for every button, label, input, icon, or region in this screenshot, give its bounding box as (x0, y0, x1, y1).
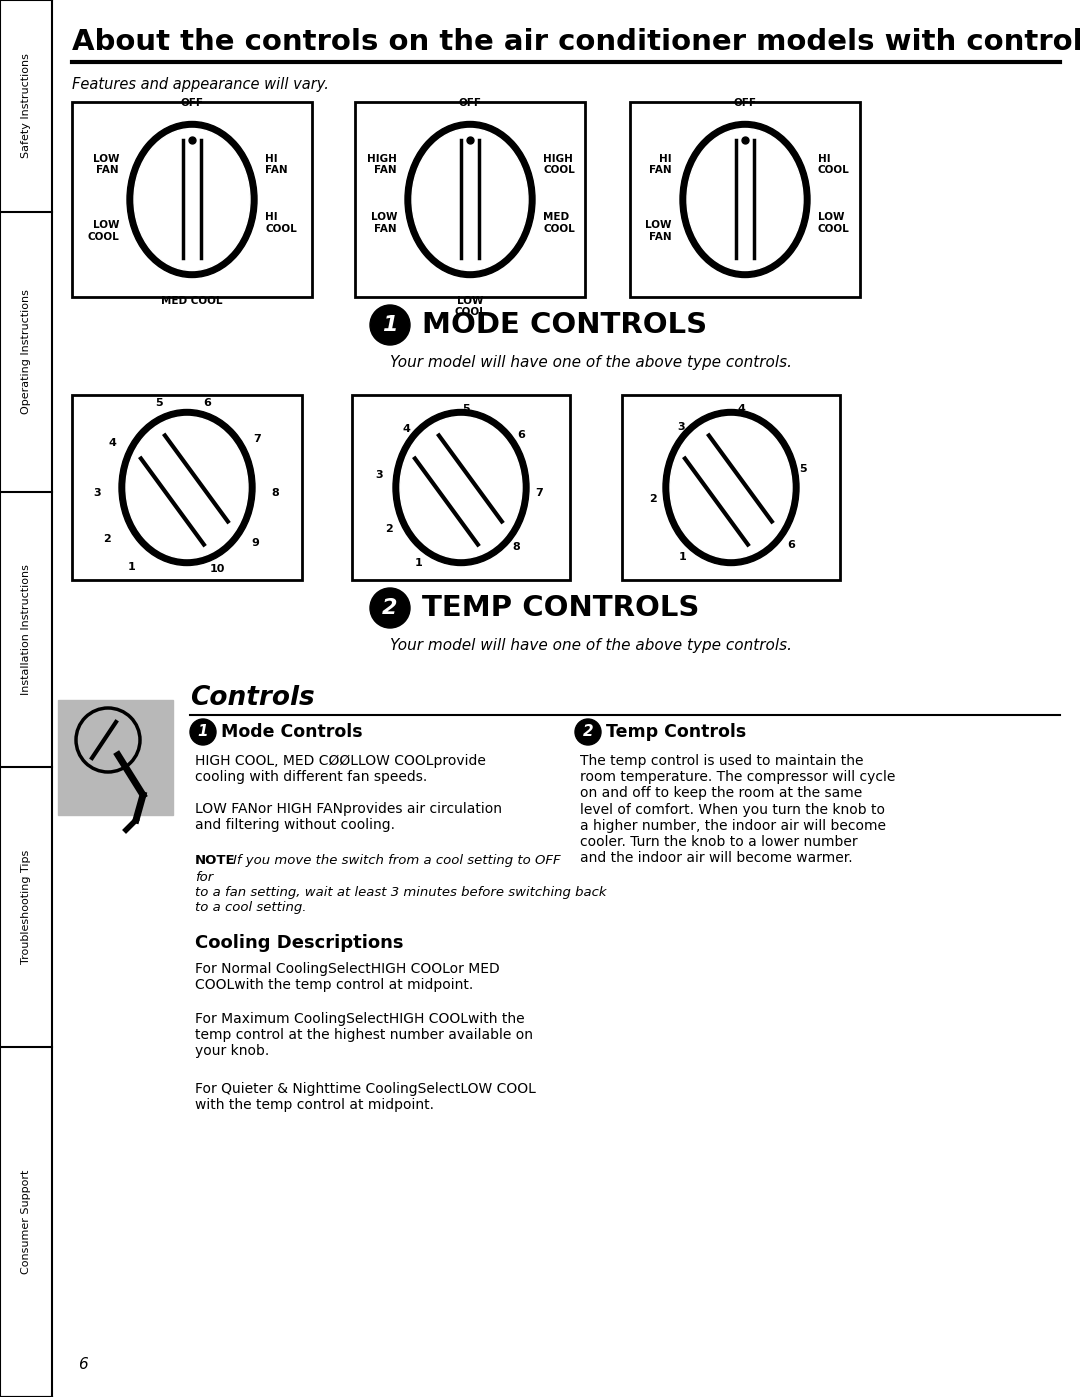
Text: About the controls on the air conditioner models with control knobs.: About the controls on the air conditione… (72, 28, 1080, 56)
Bar (355, 102, 585, 298)
Ellipse shape (393, 409, 529, 566)
Text: Installation Instructions: Installation Instructions (21, 564, 31, 694)
Text: for
to a fan setting, wait at least 3 minutes before switching back
to a cool se: for to a fan setting, wait at least 3 mi… (195, 870, 607, 914)
Ellipse shape (663, 409, 799, 566)
Text: For Quieter & Nighttime CoolingSelectLOW COOL
with the temp control at midpoint.: For Quieter & Nighttime CoolingSelectLOW… (195, 1083, 536, 1112)
Text: HIGH COOL, MED CØØLLOW COOLprovide
cooling with different fan speeds.: HIGH COOL, MED CØØLLOW COOLprovide cooli… (195, 754, 486, 784)
Text: Mode Controls: Mode Controls (221, 724, 363, 740)
Text: 6: 6 (517, 430, 525, 440)
Circle shape (575, 719, 600, 745)
Text: For Maximum CoolingSelectHIGH COOLwith the
temp control at the highest number av: For Maximum CoolingSelectHIGH COOLwith t… (195, 1011, 534, 1059)
Text: Your model will have one of the above type controls.: Your model will have one of the above ty… (390, 355, 792, 370)
Ellipse shape (127, 122, 257, 278)
Text: For Normal CoolingSelectHIGH COOLor MED
COOLwith the temp control at midpoint.: For Normal CoolingSelectHIGH COOLor MED … (195, 963, 500, 992)
Text: 10: 10 (210, 564, 225, 574)
Text: 1: 1 (415, 557, 423, 567)
Text: HIGH
FAN: HIGH FAN (367, 154, 397, 175)
Text: HIGH
COOL: HIGH COOL (543, 154, 575, 175)
Text: HI
COOL: HI COOL (818, 154, 850, 175)
Text: 9: 9 (251, 538, 259, 548)
Circle shape (190, 719, 216, 745)
Text: HI
COOL: HI COOL (265, 212, 297, 233)
Text: 5: 5 (799, 464, 807, 475)
Ellipse shape (670, 416, 792, 559)
Text: 4: 4 (402, 425, 410, 434)
Text: 3: 3 (93, 488, 100, 497)
Text: HI
FAN: HI FAN (649, 154, 672, 175)
Bar (58, 700, 173, 814)
Ellipse shape (687, 129, 804, 271)
Text: 5: 5 (156, 398, 163, 408)
Text: MED COOL: MED COOL (161, 296, 222, 306)
Text: 2: 2 (583, 725, 593, 739)
Text: LOW
COOL: LOW COOL (818, 212, 850, 233)
Ellipse shape (400, 416, 522, 559)
Bar (72, 395, 302, 580)
Text: 1: 1 (129, 563, 136, 573)
Text: OFF: OFF (459, 98, 482, 108)
Text: LOW FANor HIGH FANprovides air circulation
and filtering without cooling.: LOW FANor HIGH FANprovides air circulati… (195, 802, 502, 833)
Text: LOW
COOL: LOW COOL (454, 296, 486, 317)
Text: Temp Controls: Temp Controls (606, 724, 746, 740)
Bar (630, 102, 860, 298)
Text: 6: 6 (787, 541, 795, 550)
Ellipse shape (405, 122, 535, 278)
Text: 6: 6 (78, 1356, 87, 1372)
Text: Controls: Controls (190, 685, 314, 711)
Text: Cooling Descriptions: Cooling Descriptions (195, 935, 404, 951)
Circle shape (370, 588, 410, 629)
Text: Operating Instructions: Operating Instructions (21, 289, 31, 415)
Text: 2: 2 (103, 535, 111, 545)
Ellipse shape (411, 129, 528, 271)
Text: Your model will have one of the above type controls.: Your model will have one of the above ty… (390, 638, 792, 652)
Text: 2: 2 (649, 495, 657, 504)
Text: 1: 1 (382, 314, 397, 335)
Text: 2: 2 (386, 524, 393, 535)
Bar (352, 395, 570, 580)
Text: 7: 7 (253, 434, 261, 444)
Bar (72, 102, 312, 298)
Text: 8: 8 (271, 488, 279, 497)
Text: LOW
COOL: LOW COOL (87, 219, 119, 242)
Text: 5: 5 (462, 405, 470, 415)
Text: LOW
FAN: LOW FAN (646, 219, 672, 242)
Bar (622, 395, 840, 580)
Text: MODE CONTROLS: MODE CONTROLS (422, 312, 707, 339)
Ellipse shape (119, 409, 255, 566)
Text: LOW
FAN: LOW FAN (370, 212, 397, 233)
Text: TEMP CONTROLS: TEMP CONTROLS (422, 594, 700, 622)
Text: 6: 6 (203, 398, 211, 408)
Text: If you move the switch from a cool setting to OFF: If you move the switch from a cool setti… (233, 854, 561, 868)
Ellipse shape (126, 416, 248, 559)
Text: MED
COOL: MED COOL (543, 212, 575, 233)
Text: 8: 8 (512, 542, 519, 552)
Text: The temp control is used to maintain the
room temperature. The compressor will c: The temp control is used to maintain the… (580, 754, 895, 865)
Text: Consumer Support: Consumer Support (21, 1169, 31, 1274)
Bar (0, 0, 52, 1397)
Text: 4: 4 (737, 405, 745, 415)
Text: 1: 1 (679, 552, 687, 563)
Text: NOTE: NOTE (195, 854, 235, 868)
Text: Troubleshooting Tips: Troubleshooting Tips (21, 849, 31, 964)
Text: 4: 4 (108, 437, 116, 447)
Text: 3: 3 (375, 471, 382, 481)
Ellipse shape (680, 122, 810, 278)
Text: OFF: OFF (733, 98, 756, 108)
Text: 7: 7 (535, 488, 543, 497)
Text: LOW
FAN: LOW FAN (93, 154, 119, 175)
Text: 2: 2 (382, 598, 397, 617)
Circle shape (370, 305, 410, 345)
Text: HI
FAN: HI FAN (265, 154, 287, 175)
Text: OFF: OFF (180, 98, 203, 108)
Text: 1: 1 (198, 725, 208, 739)
Text: Safety Instructions: Safety Instructions (21, 53, 31, 158)
Text: 3: 3 (677, 422, 685, 433)
Ellipse shape (134, 129, 249, 271)
Text: Features and appearance will vary.: Features and appearance will vary. (72, 77, 329, 91)
